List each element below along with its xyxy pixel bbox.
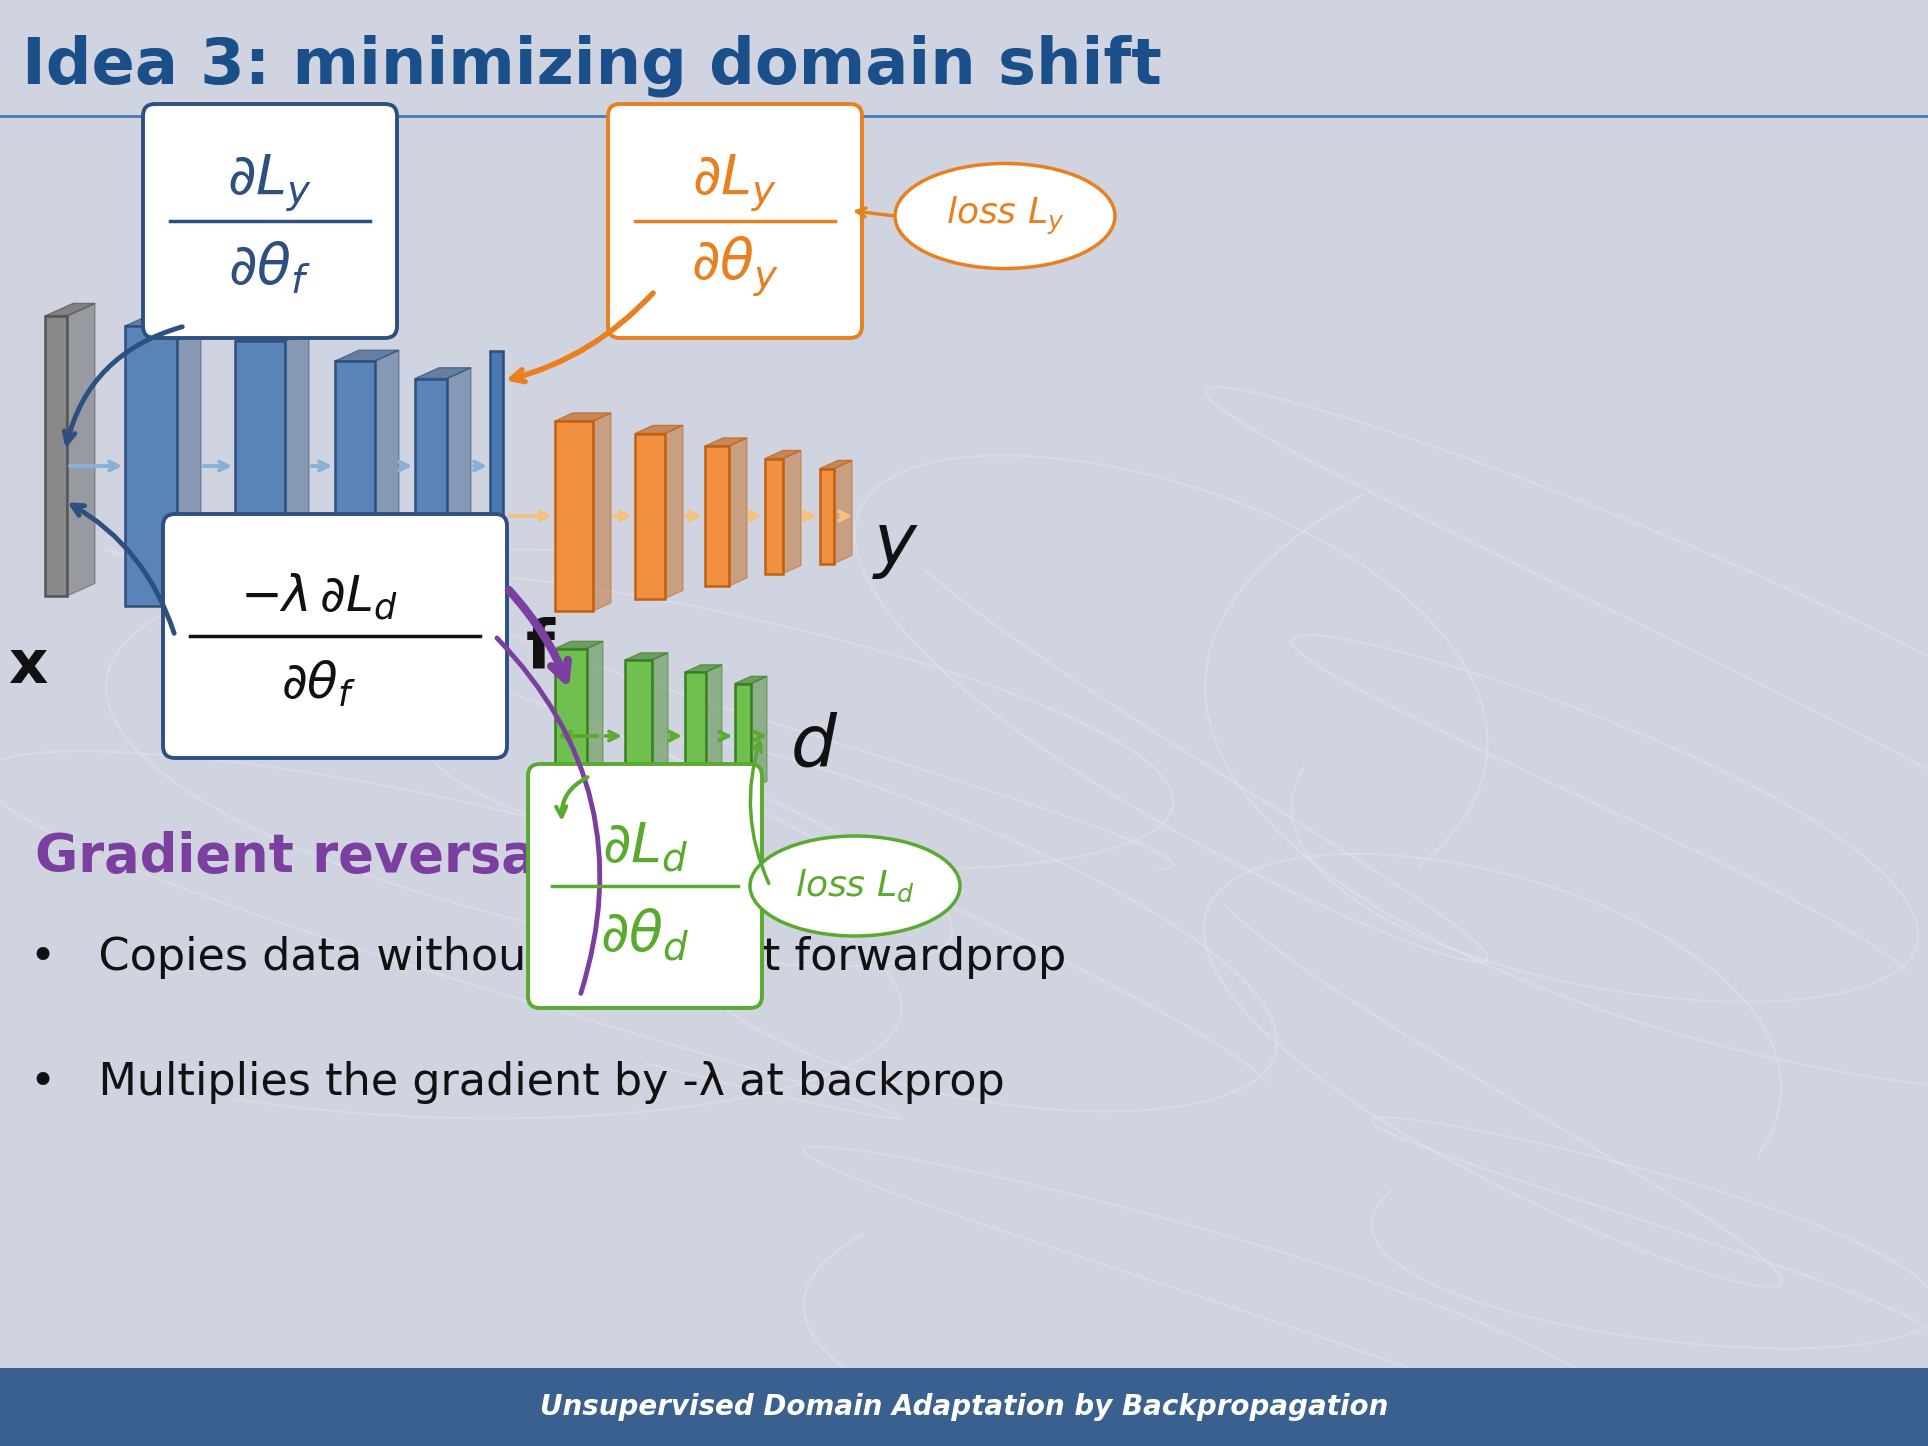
Ellipse shape [895,163,1114,269]
Polygon shape [555,421,594,612]
FancyBboxPatch shape [607,104,862,338]
Polygon shape [490,351,503,586]
Polygon shape [555,648,586,824]
Polygon shape [594,414,611,612]
FancyBboxPatch shape [528,763,762,1008]
Polygon shape [125,325,177,606]
Polygon shape [335,362,376,571]
Polygon shape [819,460,852,469]
Text: $\partial \theta_f$: $\partial \theta_f$ [228,240,312,295]
Text: $\mathbf{f}$: $\mathbf{f}$ [524,616,557,683]
Text: Idea 3: minimizing domain shift: Idea 3: minimizing domain shift [21,35,1163,97]
Polygon shape [706,665,721,800]
Polygon shape [665,425,683,599]
Polygon shape [44,317,67,596]
Polygon shape [634,425,683,434]
Text: $\partial \theta_y$: $\partial \theta_y$ [690,236,779,299]
Polygon shape [735,677,767,684]
Text: loss $L_d$: loss $L_d$ [794,868,914,904]
Text: loss $L_y$: loss $L_y$ [947,195,1064,237]
Polygon shape [555,414,611,421]
Polygon shape [765,458,783,574]
Polygon shape [235,341,285,591]
FancyBboxPatch shape [0,1368,1928,1446]
Polygon shape [706,438,746,445]
Text: Unsupervised Domain Adaptation by Backpropagation: Unsupervised Domain Adaptation by Backpr… [540,1392,1388,1421]
Polygon shape [652,652,667,813]
Polygon shape [819,469,835,564]
Text: $\partial L_y$: $\partial L_y$ [692,152,777,214]
Polygon shape [735,684,752,788]
Polygon shape [765,450,800,458]
Polygon shape [625,659,652,813]
Polygon shape [586,641,603,824]
Polygon shape [634,434,665,599]
Polygon shape [835,460,852,564]
Text: $\partial \theta_d$: $\partial \theta_d$ [600,907,690,962]
Ellipse shape [750,836,960,936]
Text: $d$: $d$ [790,711,839,781]
Polygon shape [285,330,308,591]
Text: $\partial L_y$: $\partial L_y$ [228,152,312,214]
FancyBboxPatch shape [164,513,507,758]
Polygon shape [684,665,721,672]
Text: $\partial \theta_f$: $\partial \theta_f$ [281,659,357,710]
Text: Gradient reversal layer:: Gradient reversal layer: [35,831,742,884]
Text: $\partial L_d$: $\partial L_d$ [602,820,688,873]
Text: $\mathbf{x}$: $\mathbf{x}$ [8,636,48,696]
Text: $y$: $y$ [871,512,920,580]
Polygon shape [555,641,603,648]
Polygon shape [235,330,308,341]
Text: •   Multiplies the gradient by -λ at backprop: • Multiplies the gradient by -λ at backp… [31,1061,1004,1103]
Polygon shape [684,672,706,800]
Polygon shape [67,304,94,596]
Polygon shape [706,445,729,586]
FancyBboxPatch shape [143,104,397,338]
Polygon shape [625,652,667,659]
Polygon shape [415,379,447,554]
Polygon shape [335,350,399,362]
Text: $-\lambda\,\partial L_d$: $-\lambda\,\partial L_d$ [241,571,397,622]
Polygon shape [783,450,800,574]
Polygon shape [125,315,201,325]
Polygon shape [376,350,399,571]
Polygon shape [415,367,470,379]
Polygon shape [752,677,767,788]
Polygon shape [447,367,470,554]
Polygon shape [729,438,746,586]
Polygon shape [44,304,94,317]
Text: •   Copies data without change at forwardprop: • Copies data without change at forwardp… [31,936,1066,979]
Polygon shape [177,315,201,606]
